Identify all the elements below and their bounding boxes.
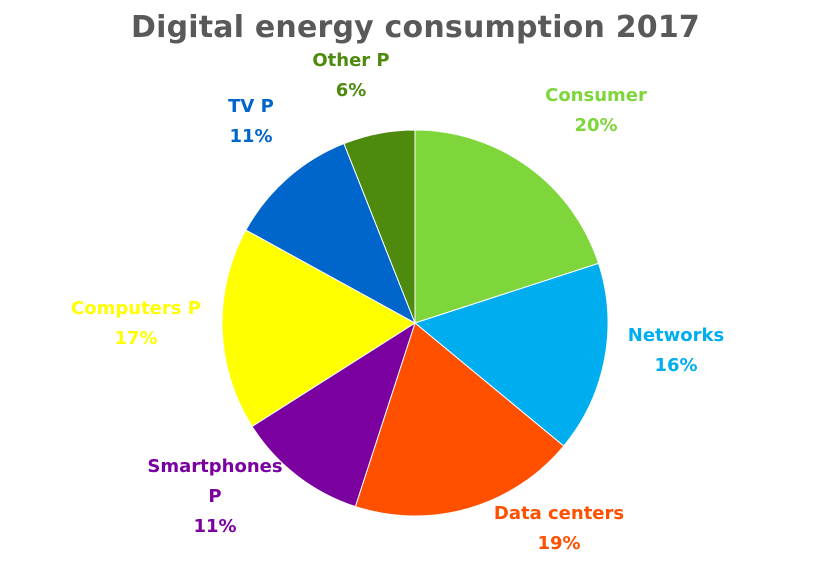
pie-slice: [354, 322, 565, 517]
pie-slice: [343, 129, 416, 324]
slice-category-label: Smartphones: [147, 456, 282, 477]
pie-slice: [413, 262, 609, 447]
chart-title: Digital energy consumption 2017: [130, 10, 700, 45]
slice-category-label: Other P: [312, 50, 389, 71]
slice-value-label: 16%: [654, 355, 697, 376]
pie-slice: [251, 321, 416, 508]
slice-category-label: Computers P: [71, 298, 201, 319]
pie-slice: [414, 129, 600, 324]
slice-category-label: P: [208, 486, 221, 507]
slice-value-label: 19%: [537, 533, 580, 554]
slice-category-label: Networks: [628, 325, 724, 346]
pie-slice: [221, 229, 416, 428]
pie-slice: [245, 142, 416, 325]
slice-category-label: TV P: [228, 96, 274, 117]
slice-value-label: 11%: [193, 516, 236, 537]
slice-value-label: 11%: [229, 126, 272, 147]
slice-value-label: 20%: [574, 115, 617, 136]
slice-category-label: Data centers: [494, 503, 624, 524]
slice-value-label: 17%: [114, 328, 157, 349]
slice-category-label: Consumer: [545, 85, 647, 106]
slice-value-label: 6%: [336, 80, 367, 101]
